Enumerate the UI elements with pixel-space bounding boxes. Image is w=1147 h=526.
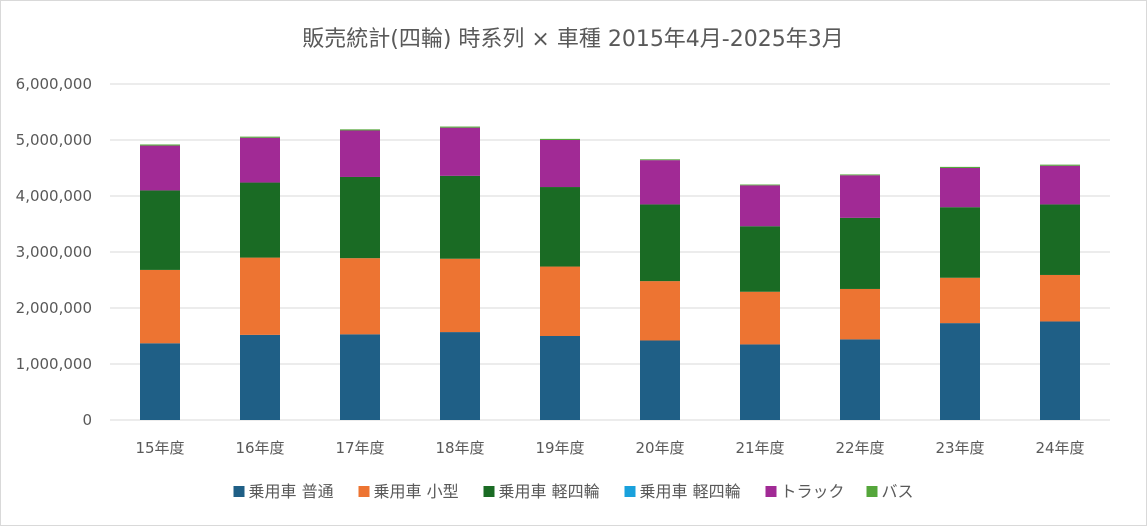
legend-swatch (765, 486, 777, 497)
x-tick-label: 23年度 (935, 439, 984, 457)
bar-segment (740, 185, 780, 227)
x-tick-label: 24年度 (1035, 439, 1084, 457)
legend-item: 乗用車 軽四輪 (624, 482, 741, 501)
bar-segment (240, 334, 280, 420)
bar-segment (340, 176, 380, 259)
bar-segment (1040, 164, 1080, 166)
x-tick-label: 16年度 (235, 439, 284, 457)
bar-segment (940, 277, 980, 324)
bar-segment (940, 323, 980, 420)
bar-segment (240, 137, 280, 183)
bar-segment (440, 127, 480, 176)
x-tick-label: 21年度 (735, 439, 784, 457)
bar-segment (340, 130, 380, 177)
bar-segment (740, 226, 780, 292)
y-tick-label: 5,000,000 (16, 131, 92, 149)
legend-label: バス (882, 482, 914, 501)
bar-segment (140, 269, 180, 344)
legend-item: 乗用車 小型 (358, 482, 459, 501)
bar-segment (240, 182, 280, 258)
bar-segment (140, 144, 180, 146)
bar-segment (540, 336, 580, 420)
bar-segment (1040, 204, 1080, 275)
bar-segment (740, 184, 780, 186)
legend-swatch (866, 486, 878, 497)
bar-segment (840, 339, 880, 420)
y-tick-label: 1,000,000 (16, 355, 92, 373)
bar-segment (540, 138, 580, 140)
bar-segment (740, 344, 780, 420)
legend-label: 乗用車 普通 (249, 482, 334, 501)
legend-swatch (483, 486, 495, 497)
x-axis: 15年度 16年度 17年度 18年度 19年度 20年度 21年度 22年度 23年度 24年度 (135, 439, 1084, 457)
bar-segment (640, 281, 680, 341)
x-tick-label: 17年度 (335, 439, 384, 457)
y-axis: 0 1,000,000 2,000,000 3,000,000 4,000,000 5,0… (16, 75, 92, 429)
bar-segment (240, 136, 280, 138)
bar-segment (540, 140, 580, 188)
bar-segment (140, 343, 180, 420)
bar-segment (140, 190, 180, 270)
bar-segment (640, 204, 680, 282)
bar-segment (840, 288, 880, 340)
legend-item: 乗用車 普通 (233, 482, 334, 501)
legend-label: トラック (781, 482, 845, 501)
legend-label: 乗用車 軽四輪 (499, 482, 600, 501)
legend-item: バス (866, 482, 914, 501)
bar-segment (340, 334, 380, 420)
bar-segment (640, 159, 680, 161)
y-tick-label: 6,000,000 (16, 75, 92, 93)
bar-segment (1040, 274, 1080, 322)
bar-segment (940, 207, 980, 278)
bar-segment (440, 126, 480, 128)
x-tick-label: 15年度 (135, 439, 184, 457)
legend-swatch (624, 486, 636, 497)
bar-segment (740, 291, 780, 345)
x-tick-label: 18年度 (435, 439, 484, 457)
legend-item: トラック (765, 482, 845, 501)
legend-swatch (233, 486, 245, 497)
x-tick-label: 20年度 (635, 439, 684, 457)
bar-segment (840, 217, 880, 289)
bar-segment (440, 258, 480, 333)
bar-segment (640, 340, 680, 420)
y-tick-label: 4,000,000 (16, 187, 92, 205)
legend: 乗用車 普通 乗用車 小型 乗用車 軽四輪 乗用車 軽四輪 トラック バス (233, 482, 914, 501)
bar-segment (440, 332, 480, 420)
bars (140, 126, 1080, 420)
legend-item: 乗用車 軽四輪 (483, 482, 600, 501)
bar-segment (640, 160, 680, 205)
bar-segment (340, 129, 380, 131)
bar-segment (1040, 165, 1080, 205)
bar-segment (940, 166, 980, 168)
y-tick-label: 2,000,000 (16, 299, 92, 317)
chart-title: 販売統計(四輪) 時系列 × 車種 2015年4月-2025年3月 (302, 27, 843, 52)
legend-label: 乗用車 軽四輪 (640, 482, 741, 501)
bar-segment (1040, 321, 1080, 420)
bar-segment (140, 145, 180, 191)
bar-segment (440, 175, 480, 259)
legend-swatch (358, 486, 370, 497)
bar-segment (940, 168, 980, 208)
bar-segment (240, 257, 280, 335)
bar-segment (840, 175, 880, 218)
x-tick-label: 22年度 (835, 439, 884, 457)
y-tick-label: 0 (82, 411, 92, 429)
legend-label: 乗用車 小型 (374, 482, 459, 501)
bar-segment (840, 174, 880, 176)
x-tick-label: 19年度 (535, 439, 584, 457)
y-tick-label: 3,000,000 (16, 243, 92, 261)
bar-segment (540, 187, 580, 267)
bar-segment (340, 258, 380, 335)
bar-segment (540, 266, 580, 336)
